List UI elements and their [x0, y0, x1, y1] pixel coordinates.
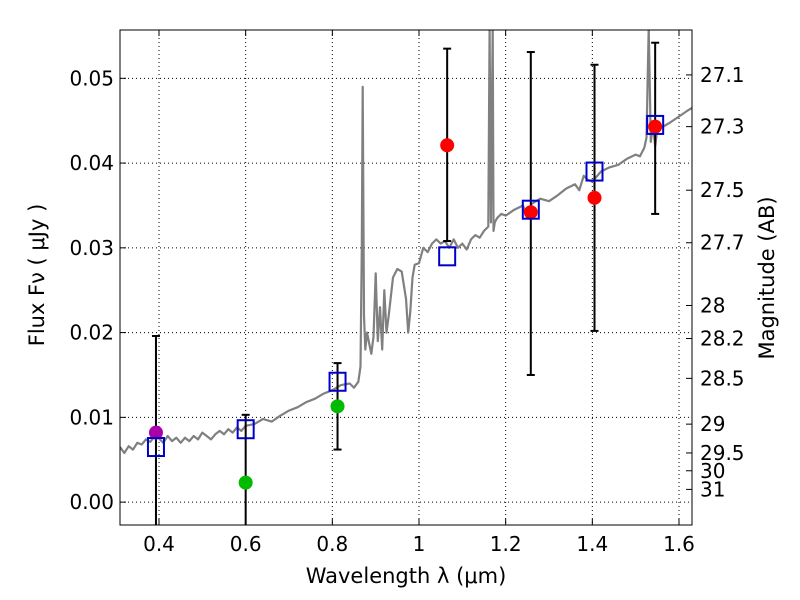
observed-point [440, 138, 455, 153]
plot-area [120, 30, 692, 455]
axis-ticks: 0.4 0.6 0.8 1 1.2 1.4 1.6 0.00 0.01 0.02 0.03 0.04 0… [69, 30, 745, 556]
mag-tick-label: 27.5 [700, 178, 745, 202]
mag-tick-label: 28.2 [700, 327, 745, 351]
mag-tick-label: 31 [700, 477, 725, 501]
x-tick-label: 1.6 [663, 532, 695, 556]
observed-point [587, 190, 602, 205]
model-spectrum-line [120, 30, 692, 455]
model-photometry-point [236, 419, 255, 440]
x-tick-label: 1.4 [576, 532, 608, 556]
data-markers [146, 114, 665, 490]
y-tick-label: 0.01 [69, 405, 114, 429]
x-axis-label: Wavelength λ (μm) [306, 564, 507, 588]
mag-tick-label: 28 [700, 293, 725, 317]
x-tick-label: 0.8 [316, 532, 348, 556]
model-photometry-point [521, 199, 540, 220]
mag-tick-label: 28.5 [700, 366, 745, 390]
mag-tick-label: 29.5 [700, 441, 745, 465]
grid-lines [120, 30, 692, 525]
y-tick-label: 0.03 [69, 236, 114, 260]
y-tick-label: 0.04 [69, 151, 114, 175]
x-tick-label: 1.2 [490, 532, 522, 556]
y-tick-label: 0.02 [69, 321, 114, 345]
mag-tick-label: 27.3 [700, 115, 745, 139]
plot-frame [119, 29, 693, 526]
observed-point [523, 205, 538, 220]
x-tick-label: 0.6 [230, 532, 262, 556]
model-photometry-point [328, 371, 347, 392]
model-photometry-point [438, 246, 457, 267]
y-axis-label: Flux Fν ( μJy ) [25, 204, 49, 347]
mag-tick-label: 27.7 [700, 231, 745, 255]
observed-point [238, 475, 253, 490]
model-photometry-point [146, 437, 165, 458]
model-photometry-point [585, 161, 604, 182]
observed-point [148, 425, 163, 440]
mag-tick-label: 29 [700, 412, 725, 436]
mag-tick-label: 27.1 [700, 63, 745, 87]
observed-point [330, 399, 345, 414]
mag-tick-label: 30 [700, 459, 725, 483]
y-tick-label: 0.00 [69, 490, 114, 514]
y2-axis-label: Magnitude (AB) [755, 196, 779, 359]
model-photometry-point [646, 114, 665, 135]
observed-point [648, 119, 663, 134]
x-tick-label: 1 [413, 532, 426, 556]
y-tick-label: 0.05 [69, 66, 114, 90]
x-tick-label: 0.4 [143, 532, 175, 556]
